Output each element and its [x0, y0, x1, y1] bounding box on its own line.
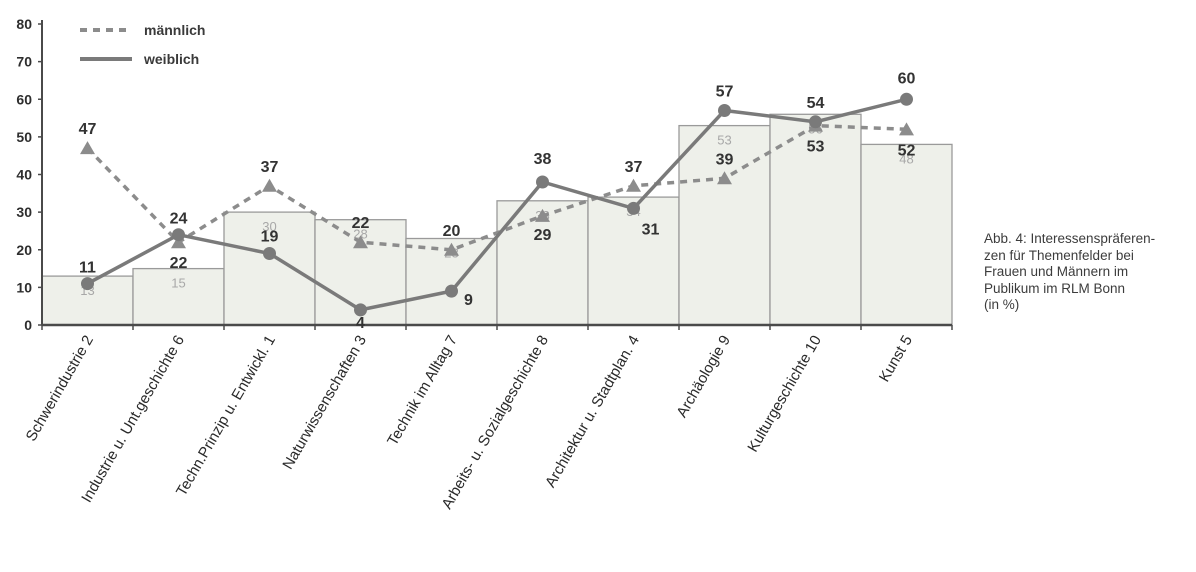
y-tick-label: 30	[16, 204, 32, 220]
value-label-weiblich: 54	[807, 95, 825, 112]
value-label-maennlich: 52	[898, 142, 916, 159]
y-tick-label: 10	[16, 279, 32, 295]
value-label-maennlich: 37	[261, 159, 279, 176]
value-label-maennlich: 37	[625, 159, 643, 176]
marker-circle-weiblich	[718, 104, 731, 117]
x-category-label: Kulturgeschichte 10	[744, 333, 825, 456]
bar	[860, 143, 953, 326]
y-tick-label: 50	[16, 129, 32, 145]
marker-circle-weiblich	[536, 175, 549, 189]
marker-triangle-maennlich	[353, 235, 368, 249]
y-tick-label: 80	[16, 16, 32, 32]
marker-circle-weiblich	[809, 115, 822, 129]
x-category-label: Naturwissenschaften 3	[279, 333, 370, 473]
caption-line: zen für Themenfelder bei	[984, 247, 1134, 263]
caption-line: Publikum im RLM Bonn	[984, 280, 1126, 296]
marker-triangle-maennlich	[717, 171, 732, 185]
marker-circle-weiblich	[627, 201, 640, 215]
marker-circle-weiblich	[900, 92, 913, 106]
marker-circle-weiblich	[81, 277, 94, 291]
value-label-maennlich: 53	[807, 139, 825, 156]
x-category-label: Archäologie 9	[673, 333, 734, 421]
x-category-label: Arbeits- u. Sozialgeschichte 8	[438, 333, 552, 513]
marker-triangle-maennlich	[80, 141, 95, 155]
bar-value-label: 15	[171, 276, 185, 291]
y-tick-label: 0	[24, 317, 32, 333]
y-tick-label: 70	[16, 54, 32, 70]
bar-value-label: 48	[899, 151, 913, 166]
series-line-maennlich	[86, 123, 907, 252]
y-tick-label: 20	[16, 242, 32, 258]
marker-triangle-maennlich	[899, 122, 914, 136]
x-category-label: Schwerindustrie 2	[23, 333, 97, 445]
caption-line: (in %)	[984, 297, 1020, 312]
marker-triangle-maennlich	[171, 235, 186, 249]
chart-caption: Abb. 4: Interessenspräferen- zen für The…	[984, 231, 1194, 314]
value-label-maennlich: 22	[170, 255, 188, 272]
marker-triangle-maennlich	[535, 208, 550, 222]
value-label-maennlich: 29	[534, 227, 552, 244]
marker-circle-weiblich	[263, 247, 276, 260]
x-category-label: Technik im Alltag 7	[384, 333, 461, 449]
value-label-weiblich: 19	[261, 229, 279, 246]
series-line-weiblich	[86, 97, 907, 312]
x-category-label: Kunst 5	[876, 333, 916, 386]
bar	[223, 211, 316, 326]
marker-circle-weiblich	[354, 303, 367, 317]
value-label-maennlich: 39	[716, 151, 734, 168]
value-label-maennlich: 47	[79, 121, 97, 138]
value-label-weiblich: 60	[898, 70, 916, 87]
x-category-label: Industrie u. Unt.geschichte 6	[78, 333, 188, 506]
marker-triangle-maennlich	[262, 178, 277, 192]
marker-triangle-maennlich	[626, 178, 641, 192]
bar	[132, 267, 225, 326]
value-label-weiblich: 4	[356, 315, 365, 332]
value-label-weiblich: 38	[534, 151, 552, 168]
value-label-weiblich: 57	[716, 84, 734, 101]
value-label-maennlich: 20	[443, 223, 461, 240]
caption-line: Abb. 4: Interessenspräferen-	[984, 231, 1156, 246]
x-category-label: Techn.Prinzip u. Entwickl. 1	[173, 333, 279, 500]
caption-line: Frauen und Männern im	[984, 264, 1129, 279]
marker-circle-weiblich	[445, 284, 458, 298]
y-tick-label: 40	[16, 167, 32, 183]
marker-triangle-maennlich	[444, 242, 459, 256]
value-label-weiblich: 24	[170, 211, 188, 228]
y-tick-label: 60	[16, 91, 32, 107]
value-label-weiblich: 11	[79, 260, 96, 277]
value-label-weiblich: 9	[464, 292, 473, 309]
legend-label-weiblich: weiblich	[143, 51, 199, 67]
bar-value-label: 53	[717, 133, 731, 148]
legend-label-maennlich: männlich	[144, 22, 205, 38]
marker-circle-weiblich	[172, 228, 185, 242]
x-category-label: Architektur u. Stadtplan. 4	[542, 333, 643, 491]
value-label-maennlich: 22	[352, 215, 370, 232]
bar-value-label: 30	[262, 219, 276, 234]
value-label-weiblich: 31	[642, 221, 660, 238]
